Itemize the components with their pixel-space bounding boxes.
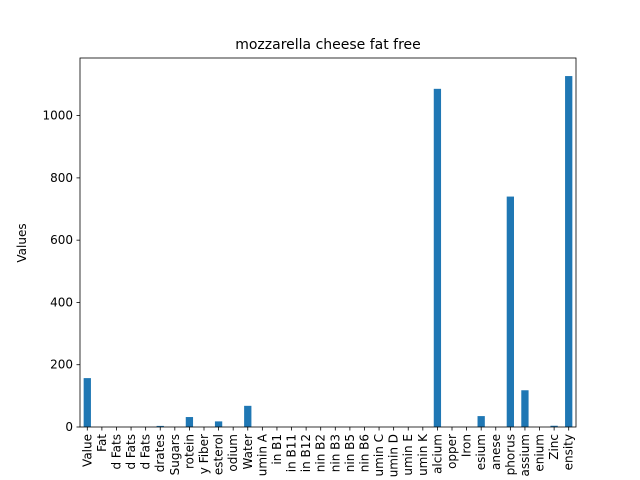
x-tick-label-29: phorus — [503, 434, 517, 475]
x-tick-label-11: Water — [241, 434, 255, 470]
y-tick-label-4: 800 — [50, 171, 73, 185]
x-axis: Value Fat d Fats d Fats d Fats drates Sugars ro… — [80, 427, 576, 477]
x-tick-label-2: d Fats — [109, 434, 123, 470]
y-tick-label-5: 1000 — [42, 109, 73, 123]
x-tick-label-9: esterol — [212, 434, 226, 475]
x-tick-label-14: in B11 — [285, 434, 299, 472]
x-tick-label-3: d Fats — [124, 434, 138, 470]
y-tick-label-0: 0 — [65, 420, 73, 434]
x-tick-label-24: alcium — [430, 434, 444, 474]
x-tick-label-28: anese — [489, 434, 503, 470]
y-tick-label-3: 600 — [50, 233, 73, 247]
x-tick-label-19: nin B6 — [357, 434, 371, 472]
plot-frame — [79, 57, 577, 428]
x-tick-label-4: d Fats — [139, 434, 153, 470]
x-tick-label-32: Zinc — [547, 434, 561, 460]
bar-5 — [156, 425, 164, 427]
x-tick-label-16: nin B2 — [314, 434, 328, 472]
x-tick-label-23: umin K — [416, 433, 430, 476]
bar-32 — [550, 425, 558, 427]
x-tick-label-0: Value — [80, 434, 94, 467]
x-tick-label-25: opper — [445, 434, 459, 469]
y-tick-label-2: 400 — [50, 295, 73, 309]
x-tick-label-5: drates — [153, 434, 167, 472]
x-tick-label-12: umin A — [255, 433, 269, 476]
bar-33 — [565, 76, 573, 427]
x-tick-label-6: Sugars — [168, 434, 182, 475]
x-tick-label-17: nin B3 — [328, 434, 342, 472]
x-tick-label-20: umin C — [372, 434, 386, 476]
x-tick-label-8: y Fiber — [197, 434, 211, 474]
x-tick-label-26: Iron — [460, 434, 474, 457]
x-tick-label-13: in B1 — [270, 434, 284, 465]
y-tick-label-1: 200 — [50, 358, 73, 372]
x-tick-label-27: esium — [474, 434, 488, 470]
bar-30 — [521, 390, 529, 427]
x-tick-label-1: Fat — [95, 434, 109, 452]
x-tick-label-15: in B12 — [299, 434, 313, 472]
x-tick-label-10: odium — [226, 434, 240, 472]
x-tick-label-21: umin D — [387, 434, 401, 477]
y-axis: 0 200 400 600 800 1000 — [42, 109, 80, 434]
y-axis-label: Values — [15, 223, 29, 262]
bar-29 — [506, 196, 514, 427]
bar-0 — [83, 378, 91, 427]
bar-24 — [433, 88, 442, 427]
x-tick-label-22: umin E — [401, 434, 415, 476]
bar-11 — [244, 405, 252, 427]
bar-27 — [477, 416, 485, 427]
bars-group — [83, 76, 573, 427]
x-tick-label-33: ensity — [562, 434, 576, 470]
x-tick-label-31: enium — [533, 434, 547, 472]
chart-title: mozzarella cheese fat free — [235, 37, 421, 53]
bar-7 — [185, 417, 194, 427]
x-tick-label-18: nin B5 — [343, 434, 357, 472]
x-tick-label-30: assium — [518, 434, 532, 477]
bar-9 — [214, 421, 223, 427]
x-tick-label-7: rotein — [182, 434, 196, 469]
